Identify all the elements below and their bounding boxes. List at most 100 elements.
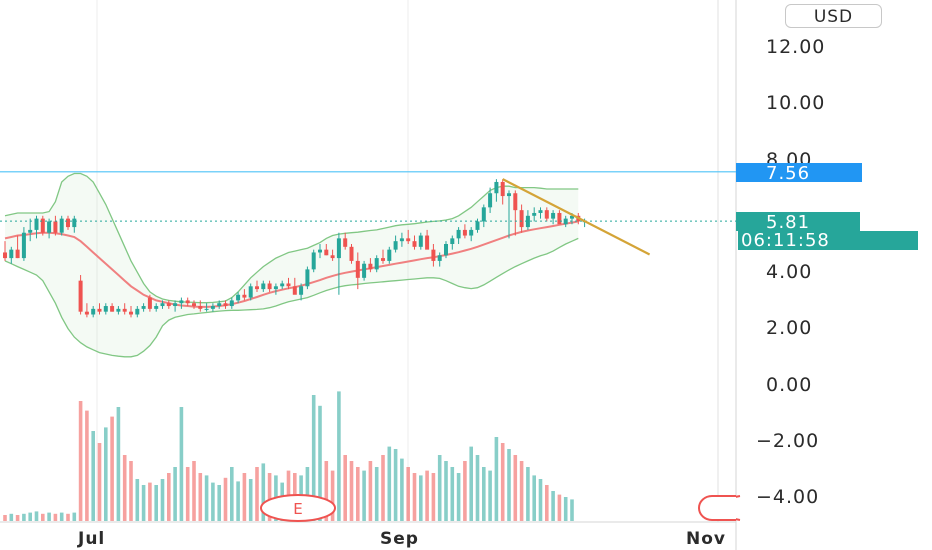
volume-bar — [482, 467, 486, 521]
candle-body — [488, 193, 493, 208]
volume-bar — [393, 449, 398, 521]
candle-body — [40, 218, 45, 233]
volume-bar — [198, 473, 203, 521]
volume-bar — [311, 395, 316, 521]
bollinger-lower-line — [4, 237, 579, 358]
volume-bar — [141, 485, 146, 521]
last-price-value: 5.81 — [766, 212, 810, 233]
candle-body — [387, 249, 392, 261]
candle-body — [166, 303, 171, 307]
time-axis-labels: Jul Sep Nov — [77, 529, 725, 549]
volume-bar — [318, 405, 322, 521]
volume-bar — [192, 461, 196, 521]
volume-bar — [129, 461, 133, 521]
candle-body — [481, 207, 486, 222]
candle-body — [97, 308, 102, 312]
earnings-marker-badge[interactable] — [260, 494, 336, 522]
candle-body — [210, 306, 215, 309]
candle-body — [462, 229, 467, 236]
volume-bar — [538, 479, 543, 521]
volume-bar — [53, 513, 58, 521]
candle-body — [469, 229, 474, 236]
volume-bar — [563, 497, 568, 521]
y-tick-label: 0.00 — [766, 374, 812, 396]
candle-body — [72, 218, 77, 228]
volume-bar — [362, 470, 366, 521]
candle-body — [494, 181, 499, 194]
volume-bar — [116, 407, 121, 521]
volume-bar — [217, 485, 221, 521]
candle-body — [444, 244, 448, 256]
volume-bar — [425, 470, 429, 521]
candle-body — [475, 221, 480, 230]
moving-average-line — [4, 220, 579, 308]
volume-bar — [337, 391, 341, 521]
last-price-label: 5.81 06:11:58 — [736, 212, 918, 251]
volume-bar — [28, 512, 32, 521]
candle-body — [217, 303, 222, 307]
candle-body — [425, 235, 430, 250]
candle-body — [173, 303, 178, 307]
volume-bar — [343, 455, 347, 521]
candle-body — [544, 210, 549, 219]
volume-bar — [9, 513, 14, 521]
volume-bar — [374, 467, 379, 521]
volume-bar — [450, 467, 455, 521]
bollinger-upper-line — [4, 172, 579, 304]
candle-body — [374, 258, 379, 270]
candle-body — [179, 300, 184, 304]
volume-bar — [444, 461, 448, 521]
volume-bar — [463, 461, 467, 521]
volume-bar — [242, 473, 247, 521]
y-tick-label: 10.00 — [766, 92, 825, 114]
volume-bar — [110, 416, 114, 521]
volume-bar — [507, 449, 511, 521]
candle-body — [336, 238, 341, 259]
volume-bar — [91, 431, 95, 521]
volume-bar — [469, 446, 473, 521]
candle-body — [525, 215, 530, 228]
candle-body — [15, 249, 20, 259]
y-tick-label: 2.00 — [766, 317, 812, 339]
candle-body — [299, 286, 304, 295]
currency-button[interactable]: USD — [785, 4, 882, 28]
price-label-background — [736, 163, 862, 182]
y-tick-label: 12.00 — [766, 36, 825, 58]
volume-bar — [230, 467, 234, 521]
earnings-marker[interactable]: E — [260, 494, 336, 522]
candle-body — [204, 308, 209, 310]
volume-bar — [431, 473, 436, 521]
volume-bar — [349, 461, 354, 521]
candle-body — [267, 283, 272, 290]
candle-body — [223, 303, 228, 307]
candle-body — [192, 303, 196, 307]
volume-bar — [494, 437, 499, 521]
volume-bar — [22, 513, 26, 521]
volume-bar — [255, 467, 259, 521]
candle-body — [318, 249, 322, 253]
candle-body — [198, 306, 203, 309]
volume-bar — [526, 467, 530, 521]
trendline-drawing[interactable] — [502, 178, 651, 256]
volume-bar — [570, 499, 574, 521]
candle-body — [34, 218, 39, 230]
volume-bar — [267, 473, 272, 521]
volume-bar — [330, 470, 335, 521]
candle-body — [122, 308, 127, 312]
candle-body — [551, 212, 556, 219]
candle-body — [9, 249, 14, 259]
candle-body — [500, 181, 505, 197]
volume-bar — [15, 515, 20, 521]
candle-body — [103, 306, 108, 312]
bollinger-band-fill — [5, 173, 579, 357]
volume-bar — [179, 407, 184, 521]
volume-bar — [406, 467, 410, 521]
bar-countdown-timer: 06:11:58 — [741, 230, 830, 251]
volume-bar — [551, 491, 555, 521]
candle-body — [135, 308, 140, 315]
candle-body — [330, 255, 335, 259]
candle-body — [286, 283, 291, 287]
volume-bar — [122, 455, 127, 521]
volume-bar — [400, 458, 404, 521]
